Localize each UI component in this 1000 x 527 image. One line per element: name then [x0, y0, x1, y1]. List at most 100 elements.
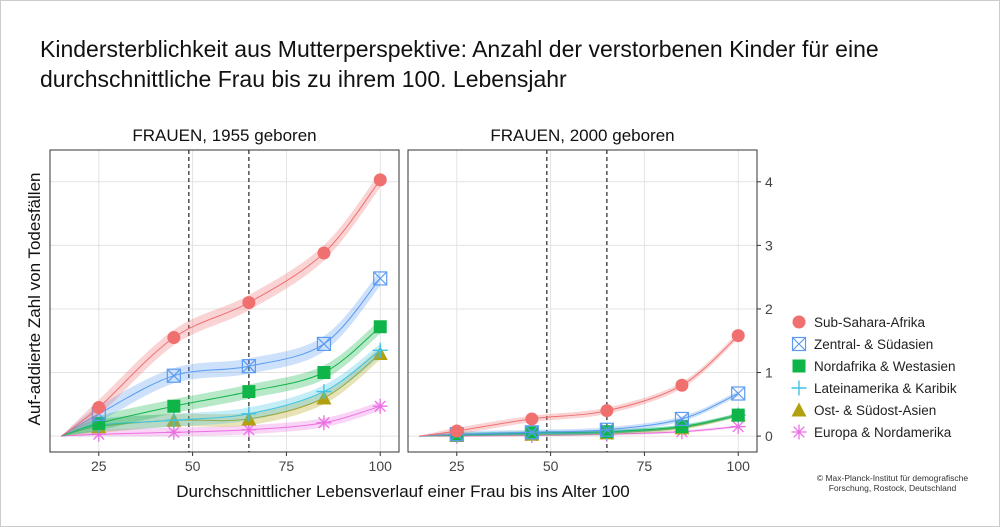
data-point: [317, 366, 331, 380]
data-point: [166, 412, 182, 428]
x-tick-label: 100: [369, 458, 393, 474]
data-point: [166, 424, 182, 440]
data-point-cross: [524, 425, 539, 440]
x-tick-label: 75: [637, 458, 653, 474]
legend-marker-cross: [792, 337, 806, 351]
legend-marker-box: [791, 336, 807, 352]
data-point: [600, 404, 614, 418]
data-point-box: [731, 386, 746, 401]
data-point-cross: [241, 359, 256, 374]
legend-item: Zentral- & Südasien: [791, 336, 933, 352]
confidence-band: [419, 332, 739, 437]
y-tick-label: 4: [765, 174, 773, 190]
panel-1: FRAUEN, 1955 geboren 25 50 75 100: [49, 126, 400, 474]
legend-label: Europa & Nordamerika: [814, 425, 952, 440]
data-point: [525, 412, 539, 426]
y-tick-label: 1: [765, 365, 773, 381]
legend-item: Europa & Nordamerika: [791, 424, 952, 440]
y-tick-label: 3: [765, 237, 773, 253]
legend-marker: [791, 380, 807, 396]
data-point: [241, 406, 257, 422]
series-Zentral- & Südasien: [419, 386, 746, 442]
data-point: [730, 419, 746, 435]
y-axis-label: Auf-addierte Zahl von Todesfällen: [25, 173, 44, 426]
legend: Sub-Sahara-Afrika Zentral- & Südasien Nord…: [791, 315, 957, 440]
data-point: [373, 320, 387, 334]
legend-marker: [792, 359, 806, 373]
confidence-band: [419, 413, 739, 437]
data-point-cross: [599, 422, 614, 437]
confidence-band: [419, 413, 739, 437]
data-point: [242, 296, 256, 310]
series-line: [419, 335, 739, 437]
panel-border: [407, 149, 758, 453]
data-point-cross: [317, 336, 331, 351]
legend-label: Ost- & Südost-Asien: [814, 403, 936, 418]
legend-label: Sub-Sahara-Afrika: [814, 315, 926, 330]
data-point: [450, 424, 464, 438]
series-Sub-Sahara-Afrika: [419, 329, 745, 438]
data-point: [91, 426, 107, 442]
data-point: [373, 271, 388, 286]
series-Europa & Nordamerika: [61, 398, 388, 442]
y-tick-label: 0: [765, 428, 773, 444]
legend-label: Zentral- & Südasien: [814, 337, 933, 352]
data-point: [241, 359, 256, 374]
data-point-box: [599, 422, 614, 437]
legend-marker: [791, 336, 807, 352]
data-point-cross: [675, 412, 689, 426]
legend-marker: [791, 402, 807, 417]
copyright-note: © Max-Planck-Institut für demografische …: [816, 473, 969, 493]
confidence-band: [419, 391, 739, 437]
legend-marker: [791, 424, 807, 440]
panel-title: FRAUEN, 2000 geboren: [490, 126, 674, 145]
x-axis-label: Durchschnittlicher Lebensverlauf einer F…: [176, 482, 630, 501]
data-point: [317, 246, 331, 260]
confidence-band: [61, 270, 381, 437]
data-point: [731, 386, 746, 401]
x-tick-label: 75: [279, 458, 295, 474]
x-tick-label: 50: [543, 458, 559, 474]
data-point-box: [316, 336, 332, 352]
confidence-band: [419, 425, 739, 437]
data-point: [675, 420, 689, 434]
data-point: [316, 384, 332, 400]
legend-item: Lateinamerika & Karibik: [791, 380, 957, 396]
data-point-cross: [166, 368, 181, 383]
data-point: [674, 411, 690, 427]
data-point-box: [166, 368, 181, 383]
data-point: [316, 415, 332, 431]
data-point: [167, 331, 181, 345]
legend-item: Sub-Sahara-Afrika: [792, 315, 926, 330]
x-tick-label: 100: [727, 458, 751, 474]
legend-label: Lateinamerika & Karibik: [814, 381, 957, 396]
x-tick-label: 25: [449, 458, 465, 474]
confidence-band: [61, 319, 381, 437]
data-point: [731, 408, 745, 422]
data-point: [316, 336, 332, 352]
data-point: [242, 385, 256, 399]
data-point: [600, 425, 614, 439]
confidence-band: [61, 172, 381, 437]
data-point: [373, 173, 387, 187]
data-point-cross: [731, 386, 746, 401]
data-point-box: [524, 425, 539, 440]
data-point: [92, 400, 106, 414]
data-point-box: [373, 271, 388, 286]
data-point: [372, 398, 388, 414]
chart-title: Kindersterblichkeit aus Mutterperspektiv…: [40, 36, 879, 92]
data-point: [599, 422, 614, 437]
data-point: [166, 368, 181, 383]
legend-item: Nordafrika & Westasien: [792, 359, 956, 374]
legend-item: Ost- & Südost-Asien: [791, 402, 936, 418]
data-point: [372, 342, 388, 358]
series-Sub-Sahara-Afrika: [60, 172, 387, 437]
legend-marker: [792, 315, 806, 329]
data-point: [167, 399, 181, 413]
data-point: [241, 422, 257, 438]
x-tick-label: 50: [185, 458, 201, 474]
y-tick-label: 2: [765, 301, 773, 317]
data-point: [524, 425, 539, 440]
panel-title: FRAUEN, 1955 geboren: [132, 126, 316, 145]
